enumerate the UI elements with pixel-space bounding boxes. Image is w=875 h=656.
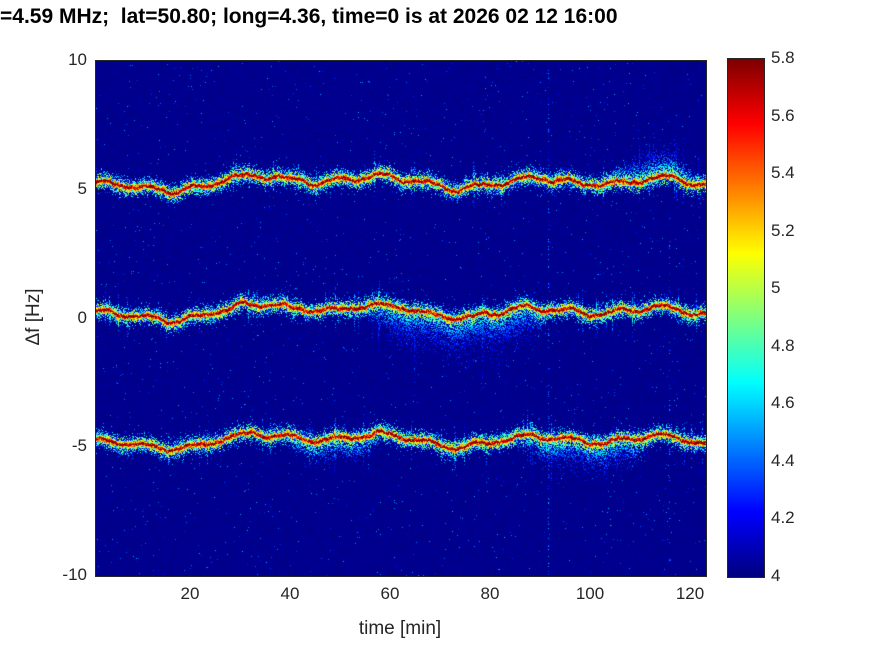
y-tick-label: -5 [71,436,87,456]
x-tick-label: 100 [575,584,605,603]
y-tick-label: 10 [68,50,87,69]
x-tick-label: 20 [180,584,200,603]
colorbar-gradient [728,59,764,577]
colorbar-tick-label: 5 [771,278,781,298]
y-tick-label: 0 [77,307,87,327]
colorbar-tick-label: 4.6 [771,393,795,413]
colorbar-tick-label: 4.2 [771,508,795,528]
x-axis-label: time [min] [358,618,442,639]
colorbar [727,58,765,578]
colorbar-tick-label: 4 [771,566,781,585]
colorbar-tick-label: 5.2 [771,220,795,240]
doppler-spectrogram-canvas [96,61,706,576]
colorbar-tick-label: 5.4 [771,163,795,183]
colorbar-tick-label: 4.4 [771,450,795,470]
y-tick-label: 5 [77,178,87,198]
x-tick-label: 120 [675,584,705,603]
chart-title: =4.59 MHz; lat=50.80; long=4.36, time=0 … [0,5,618,28]
x-tick-label: 60 [380,584,400,603]
colorbar-tick-label: 5.8 [771,48,795,67]
plot-area [95,60,707,577]
colorbar-tick-label: 5.6 [771,105,795,125]
y-tick-label: -10 [62,565,87,584]
x-tick-label: 40 [280,584,300,603]
x-tick-label: 80 [480,584,500,603]
colorbar-tick-label: 4.8 [771,335,795,355]
